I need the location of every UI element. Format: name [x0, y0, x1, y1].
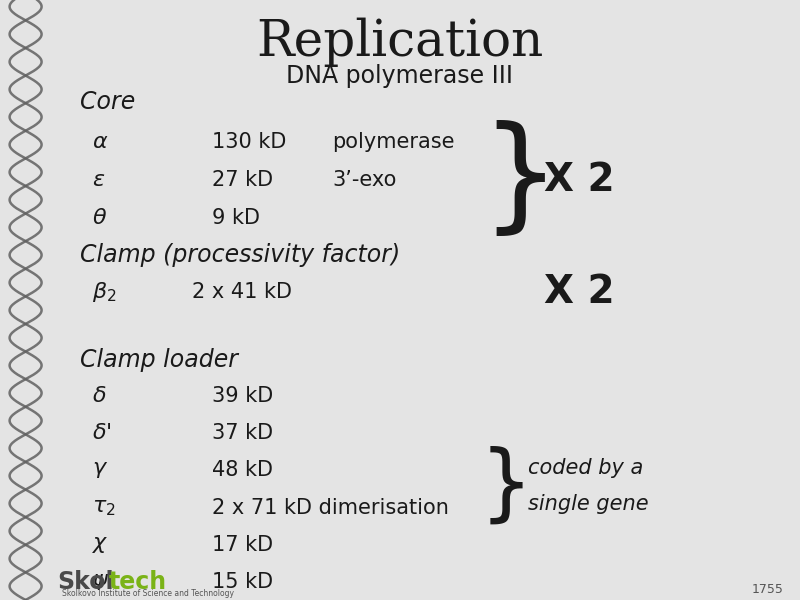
Text: $\gamma$: $\gamma$	[92, 460, 108, 481]
Text: $\chi$: $\chi$	[92, 535, 109, 555]
Text: tech: tech	[109, 570, 167, 594]
Text: 1755: 1755	[752, 583, 784, 596]
Text: $\tau_2$: $\tau_2$	[92, 497, 116, 518]
Text: $\psi$: $\psi$	[92, 572, 109, 592]
Text: 37 kD: 37 kD	[212, 423, 273, 443]
Text: Clamp loader: Clamp loader	[80, 348, 238, 372]
Text: 2 x 41 kD: 2 x 41 kD	[192, 282, 292, 302]
Text: DNA polymerase III: DNA polymerase III	[286, 64, 514, 88]
Text: }: }	[480, 119, 559, 241]
Text: 15 kD: 15 kD	[212, 572, 273, 592]
Text: $\varepsilon$: $\varepsilon$	[92, 170, 106, 190]
Text: Skol: Skol	[58, 570, 114, 594]
Text: }: }	[480, 445, 533, 527]
Text: X 2: X 2	[544, 161, 614, 199]
Text: $\beta_2$: $\beta_2$	[92, 280, 117, 304]
Text: coded by a: coded by a	[528, 458, 643, 478]
Text: Core: Core	[80, 90, 135, 114]
Text: single gene: single gene	[528, 494, 649, 514]
Text: Clamp (processivity factor): Clamp (processivity factor)	[80, 243, 400, 267]
Text: $\delta$': $\delta$'	[92, 423, 112, 443]
Text: $\alpha$: $\alpha$	[92, 132, 108, 152]
Text: 39 kD: 39 kD	[212, 386, 274, 406]
Text: 3’-exo: 3’-exo	[332, 170, 396, 190]
Text: 48 kD: 48 kD	[212, 460, 273, 481]
Text: $\theta$: $\theta$	[92, 208, 107, 228]
Text: 2 x 71 kD dimerisation: 2 x 71 kD dimerisation	[212, 497, 449, 518]
Text: X 2: X 2	[544, 273, 614, 311]
Text: 17 kD: 17 kD	[212, 535, 273, 555]
Text: polymerase: polymerase	[332, 132, 454, 152]
Text: Skolkovo Institute of Science and Technology: Skolkovo Institute of Science and Techno…	[62, 589, 234, 599]
Text: 9 kD: 9 kD	[212, 208, 260, 228]
Text: 27 kD: 27 kD	[212, 170, 273, 190]
Text: Replication: Replication	[256, 17, 544, 67]
Text: 130 kD: 130 kD	[212, 132, 286, 152]
Text: $\delta$: $\delta$	[92, 386, 106, 406]
